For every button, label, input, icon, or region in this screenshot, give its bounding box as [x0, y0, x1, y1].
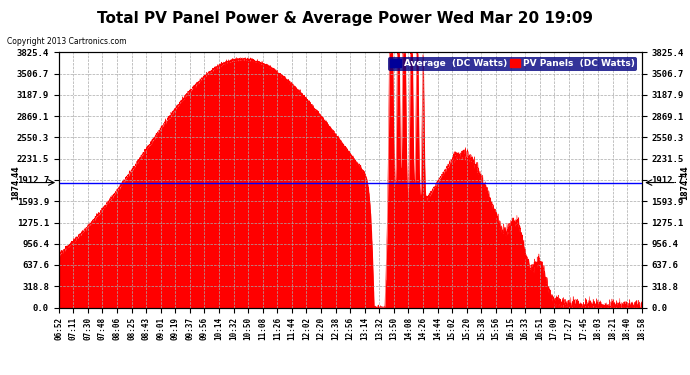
Legend: Average  (DC Watts), PV Panels  (DC Watts): Average (DC Watts), PV Panels (DC Watts) [388, 57, 637, 70]
Text: Copyright 2013 Cartronics.com: Copyright 2013 Cartronics.com [7, 38, 126, 46]
Text: 1874.44: 1874.44 [680, 165, 689, 200]
Text: 1874.44: 1874.44 [11, 165, 20, 200]
Text: Total PV Panel Power & Average Power Wed Mar 20 19:09: Total PV Panel Power & Average Power Wed… [97, 11, 593, 26]
